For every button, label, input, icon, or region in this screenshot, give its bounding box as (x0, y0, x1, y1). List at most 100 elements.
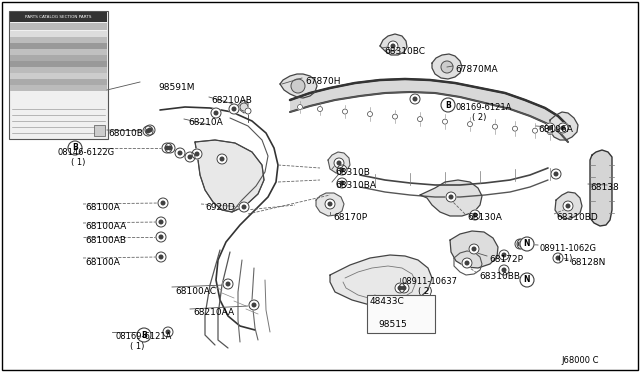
Bar (10, 43, 107, 48)
Text: 68128N: 68128N (570, 258, 605, 267)
Text: B: B (141, 330, 147, 340)
Circle shape (520, 273, 534, 287)
Circle shape (252, 303, 256, 307)
Circle shape (156, 217, 166, 227)
Circle shape (159, 235, 163, 239)
Circle shape (226, 282, 230, 286)
Text: 68172P: 68172P (489, 255, 523, 264)
Circle shape (367, 112, 372, 116)
Text: 67870H: 67870H (305, 77, 340, 86)
Circle shape (517, 239, 527, 249)
Circle shape (473, 213, 477, 217)
Bar (10, 79, 107, 84)
Circle shape (518, 242, 522, 246)
Text: J68000 C: J68000 C (561, 356, 598, 365)
Circle shape (499, 265, 509, 275)
Text: 08169-6121A: 08169-6121A (115, 332, 172, 341)
Bar (10, 12, 107, 22)
Text: ( 2): ( 2) (418, 287, 433, 296)
Circle shape (532, 128, 538, 133)
Polygon shape (380, 34, 407, 55)
Bar (10, 31, 107, 36)
Text: 98591M: 98591M (158, 83, 195, 92)
Circle shape (178, 151, 182, 155)
Circle shape (159, 255, 163, 259)
Text: 08911-1062G: 08911-1062G (540, 244, 597, 253)
Circle shape (317, 106, 323, 112)
Circle shape (137, 328, 151, 342)
Circle shape (472, 247, 476, 251)
Circle shape (392, 114, 397, 119)
Text: 68210A: 68210A (188, 118, 223, 127)
Text: 68100AB: 68100AB (85, 236, 126, 245)
Bar (10, 67, 107, 73)
Text: 48433C: 48433C (370, 297, 404, 306)
Circle shape (156, 232, 166, 242)
Text: 68100AA: 68100AA (85, 222, 126, 231)
Circle shape (417, 116, 422, 122)
Circle shape (395, 283, 405, 293)
Circle shape (462, 258, 472, 268)
Text: 68196A: 68196A (538, 125, 573, 134)
Text: 68310BD: 68310BD (556, 213, 598, 222)
Circle shape (566, 204, 570, 208)
Circle shape (166, 330, 170, 334)
Text: N: N (524, 276, 531, 285)
Circle shape (337, 161, 341, 165)
Circle shape (399, 283, 409, 293)
Circle shape (446, 192, 456, 202)
Circle shape (158, 198, 168, 208)
Text: PARTS CATALOG SECTION PARTS: PARTS CATALOG SECTION PARTS (25, 15, 92, 19)
Polygon shape (195, 140, 264, 212)
Circle shape (168, 146, 172, 150)
Text: 68170P: 68170P (333, 213, 367, 222)
Bar (10, 37, 107, 42)
Polygon shape (450, 231, 498, 268)
Text: 08169-6121A: 08169-6121A (456, 103, 513, 112)
Text: 68138: 68138 (590, 183, 619, 192)
Text: 68310BC: 68310BC (384, 47, 425, 56)
Circle shape (242, 205, 246, 209)
Circle shape (211, 108, 221, 118)
Text: 08911-10637: 08911-10637 (402, 277, 458, 286)
Circle shape (165, 146, 169, 150)
Circle shape (161, 201, 165, 205)
Circle shape (547, 130, 552, 135)
Circle shape (337, 178, 347, 188)
Circle shape (328, 202, 332, 206)
Circle shape (229, 104, 239, 114)
Bar (367, 295, 435, 333)
Text: 6920D: 6920D (205, 203, 235, 212)
Circle shape (398, 286, 402, 290)
Polygon shape (555, 192, 582, 219)
Circle shape (192, 149, 202, 159)
Circle shape (148, 128, 152, 132)
Circle shape (214, 111, 218, 115)
Text: N: N (524, 240, 531, 248)
Circle shape (561, 126, 564, 130)
Text: 68310BA: 68310BA (335, 181, 376, 190)
Circle shape (68, 141, 82, 155)
Circle shape (554, 172, 558, 176)
Polygon shape (420, 180, 482, 216)
Polygon shape (590, 150, 612, 226)
Circle shape (391, 44, 395, 48)
Polygon shape (280, 74, 317, 98)
Circle shape (220, 157, 224, 161)
Circle shape (185, 152, 195, 162)
Circle shape (402, 286, 406, 290)
Text: 68100AC: 68100AC (175, 287, 216, 296)
Circle shape (449, 195, 453, 199)
Circle shape (195, 152, 199, 156)
Circle shape (553, 253, 563, 263)
Polygon shape (316, 193, 344, 216)
Bar (10, 85, 107, 90)
Polygon shape (290, 79, 568, 142)
Text: ( 1): ( 1) (71, 158, 85, 167)
Bar (10, 73, 107, 78)
Circle shape (342, 109, 348, 114)
Circle shape (413, 97, 417, 101)
Circle shape (470, 210, 480, 220)
Text: 68310BB: 68310BB (479, 272, 520, 281)
Bar (94, 125, 105, 136)
